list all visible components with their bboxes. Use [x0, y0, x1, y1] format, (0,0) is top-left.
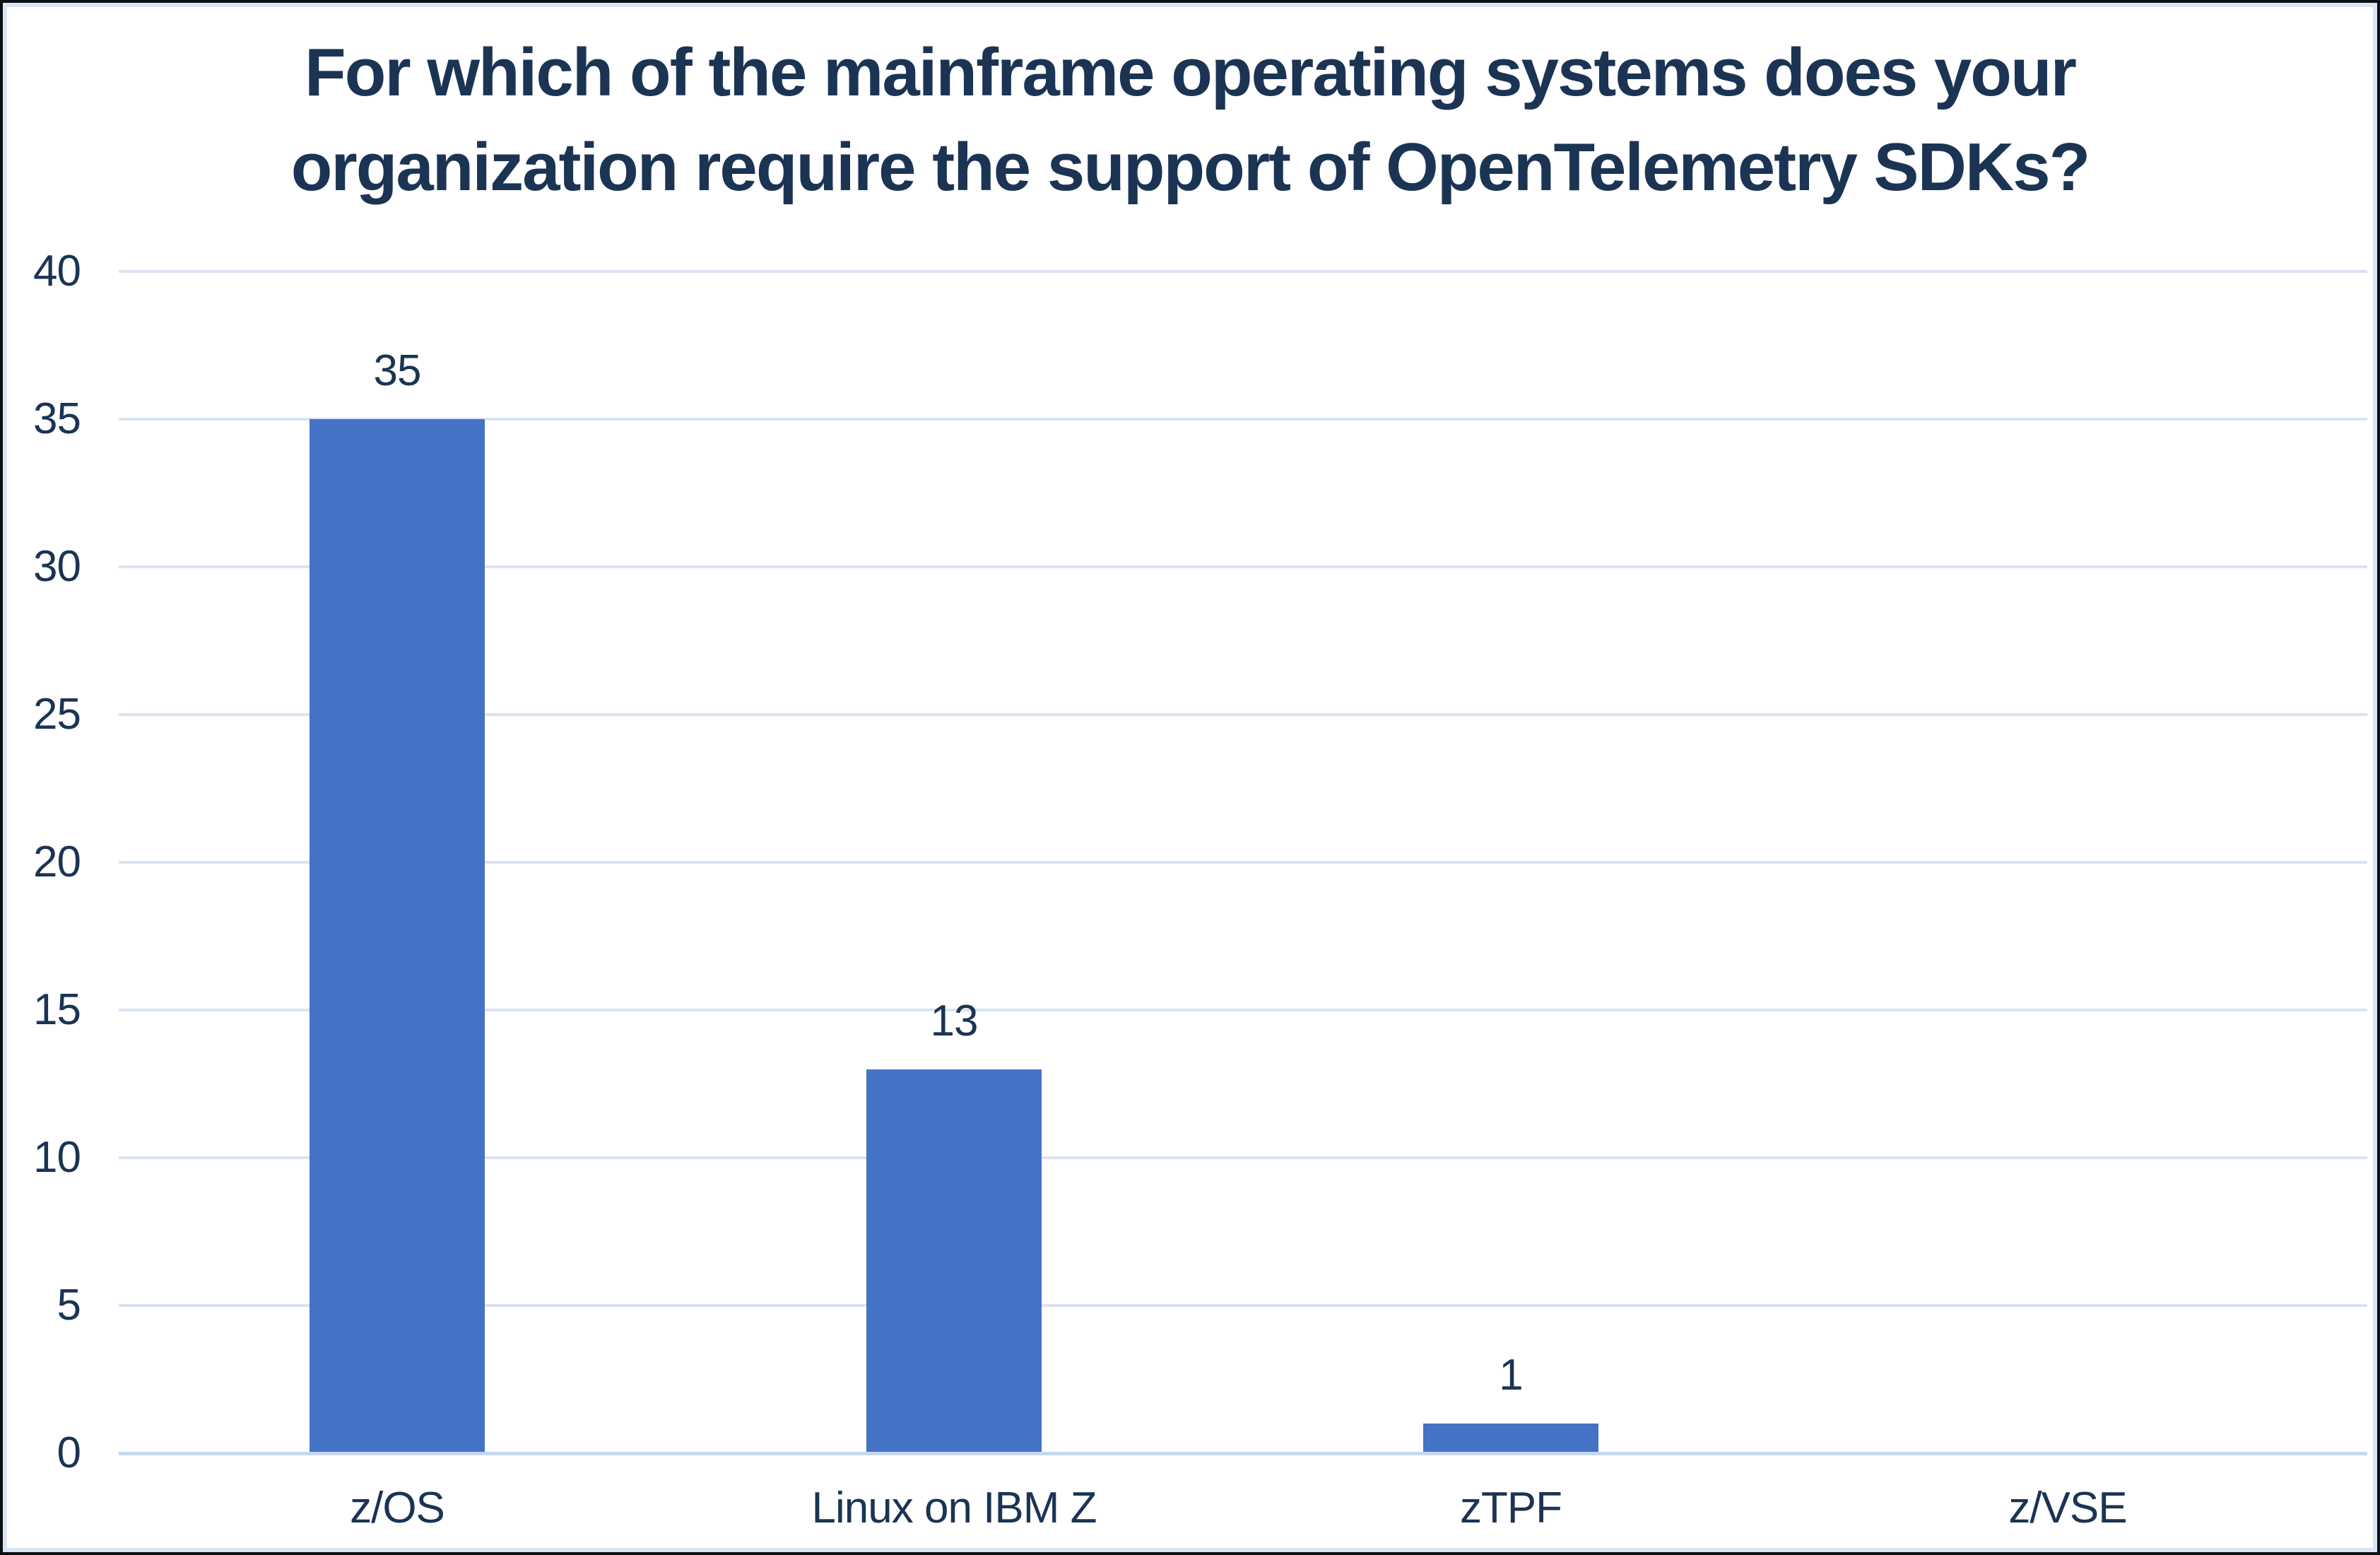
bar-value-label-ztpf: 1	[1499, 1351, 1523, 1400]
bar-value-label-linux-on-ibm-z: 13	[930, 996, 979, 1045]
slide-background: For which of the mainframe operating sys…	[3, 3, 2377, 1552]
gridline-5	[119, 1304, 2367, 1307]
gridline-10	[119, 1156, 2367, 1159]
gridline-30	[119, 565, 2367, 568]
gridline-40	[119, 270, 2367, 273]
y-tick-label-40: 40	[33, 247, 81, 295]
x-category-label-z-vse: z/VSE	[2008, 1484, 2127, 1532]
y-tick-label-25: 25	[33, 690, 81, 739]
y-tick-label-20: 20	[33, 838, 81, 886]
gridline-35	[119, 418, 2367, 421]
x-category-label-linux-on-ibm-z: Linux on IBM Z	[811, 1484, 1097, 1532]
gridline-15	[119, 1009, 2367, 1011]
x-category-label-ztpf: zTPF	[1459, 1484, 1562, 1532]
chart-title-line-2: organization require the support of Open…	[290, 129, 2091, 205]
x-axis-line	[119, 1452, 2367, 1455]
chart-title: For which of the mainframe operating sys…	[7, 25, 2373, 215]
gridline-20	[119, 861, 2367, 864]
bar-z-os	[310, 419, 485, 1453]
bar-value-label-z-os: 35	[373, 346, 422, 395]
y-tick-label-5: 5	[57, 1281, 81, 1330]
bar-ztpf	[1423, 1424, 1598, 1453]
plot-area: 0 5 10 15 20 25 30 35 40 35 z/OS 13 Linux on IBM Z 1 z…	[7, 7, 2373, 1548]
y-tick-label-35: 35	[33, 394, 81, 443]
gridline-25	[119, 713, 2367, 716]
y-tick-label-0: 0	[57, 1428, 81, 1477]
y-tick-label-15: 15	[33, 985, 81, 1034]
x-category-label-z-os: z/OS	[350, 1484, 445, 1532]
y-tick-label-30: 30	[33, 542, 81, 591]
y-tick-label-10: 10	[33, 1133, 81, 1182]
bar-linux-on-ibm-z	[866, 1069, 1042, 1453]
chart-title-line-1: For which of the mainframe operating sys…	[305, 35, 2077, 110]
